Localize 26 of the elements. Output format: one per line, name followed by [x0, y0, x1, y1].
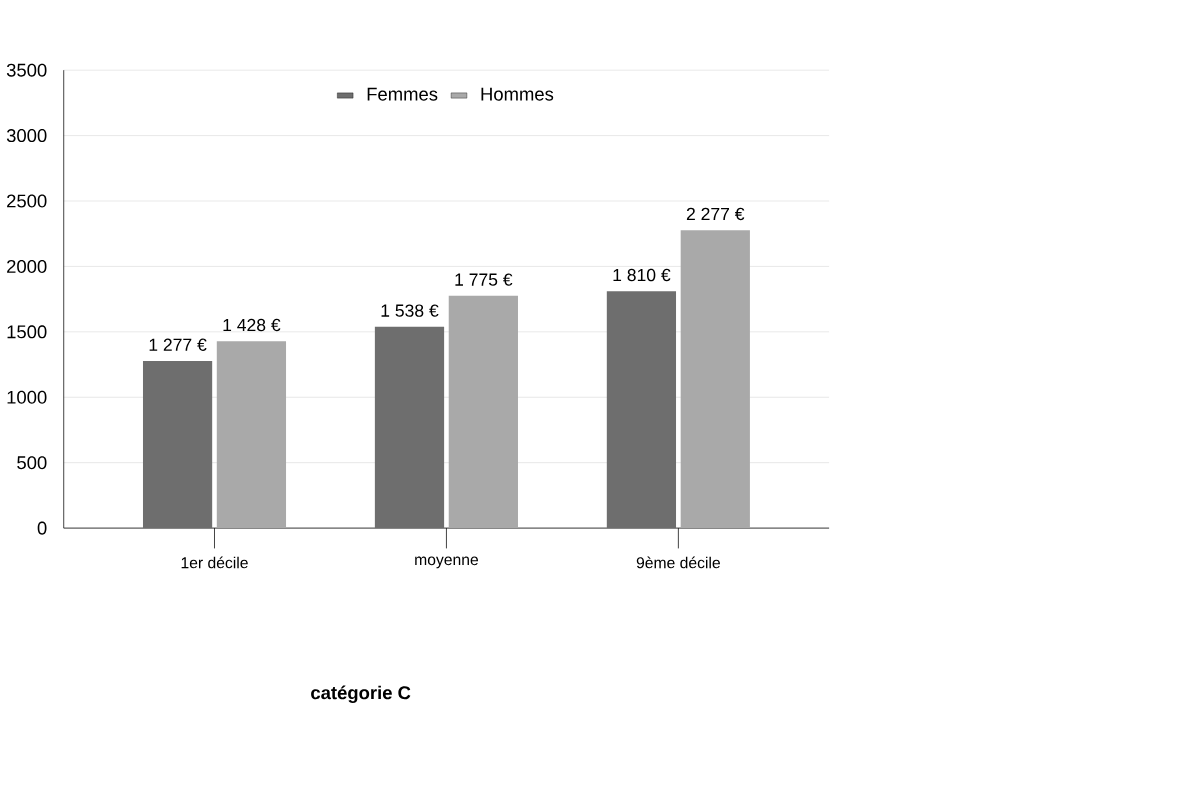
x-tick-label: moyenne [415, 556, 479, 569]
data-label: 1 775 € [455, 273, 513, 286]
bar [448, 295, 518, 529]
bar [142, 360, 213, 529]
y-tick-label: 500 [17, 456, 47, 470]
legend-label: Hommes [481, 87, 554, 101]
x-tick-label: 9ème décile [636, 556, 720, 569]
y-tick-label: 3500 [6, 63, 47, 77]
y-tick-label: 1000 [7, 390, 47, 404]
bar [216, 341, 287, 529]
y-tick-label: 3000 [6, 128, 47, 143]
data-label: 1 428 € [223, 318, 281, 332]
text: catégorie C [311, 685, 411, 703]
y-tick-label: 0 [37, 521, 47, 535]
bar [374, 326, 445, 529]
data-label: 1 277 € [149, 338, 207, 351]
bar [606, 291, 677, 529]
data-label: 2 277 € [686, 207, 745, 221]
legend-label: Femmes [367, 87, 438, 101]
data-label: 1 810 € [613, 268, 671, 282]
y-tick-label: 2000 [7, 259, 47, 273]
x-tick-label: 1er décile [181, 556, 248, 569]
data-label: 1 538 € [381, 304, 439, 317]
y-tick-label: 2500 [7, 194, 47, 208]
bar [680, 230, 750, 529]
y-tick-label: 1500 [7, 325, 47, 339]
